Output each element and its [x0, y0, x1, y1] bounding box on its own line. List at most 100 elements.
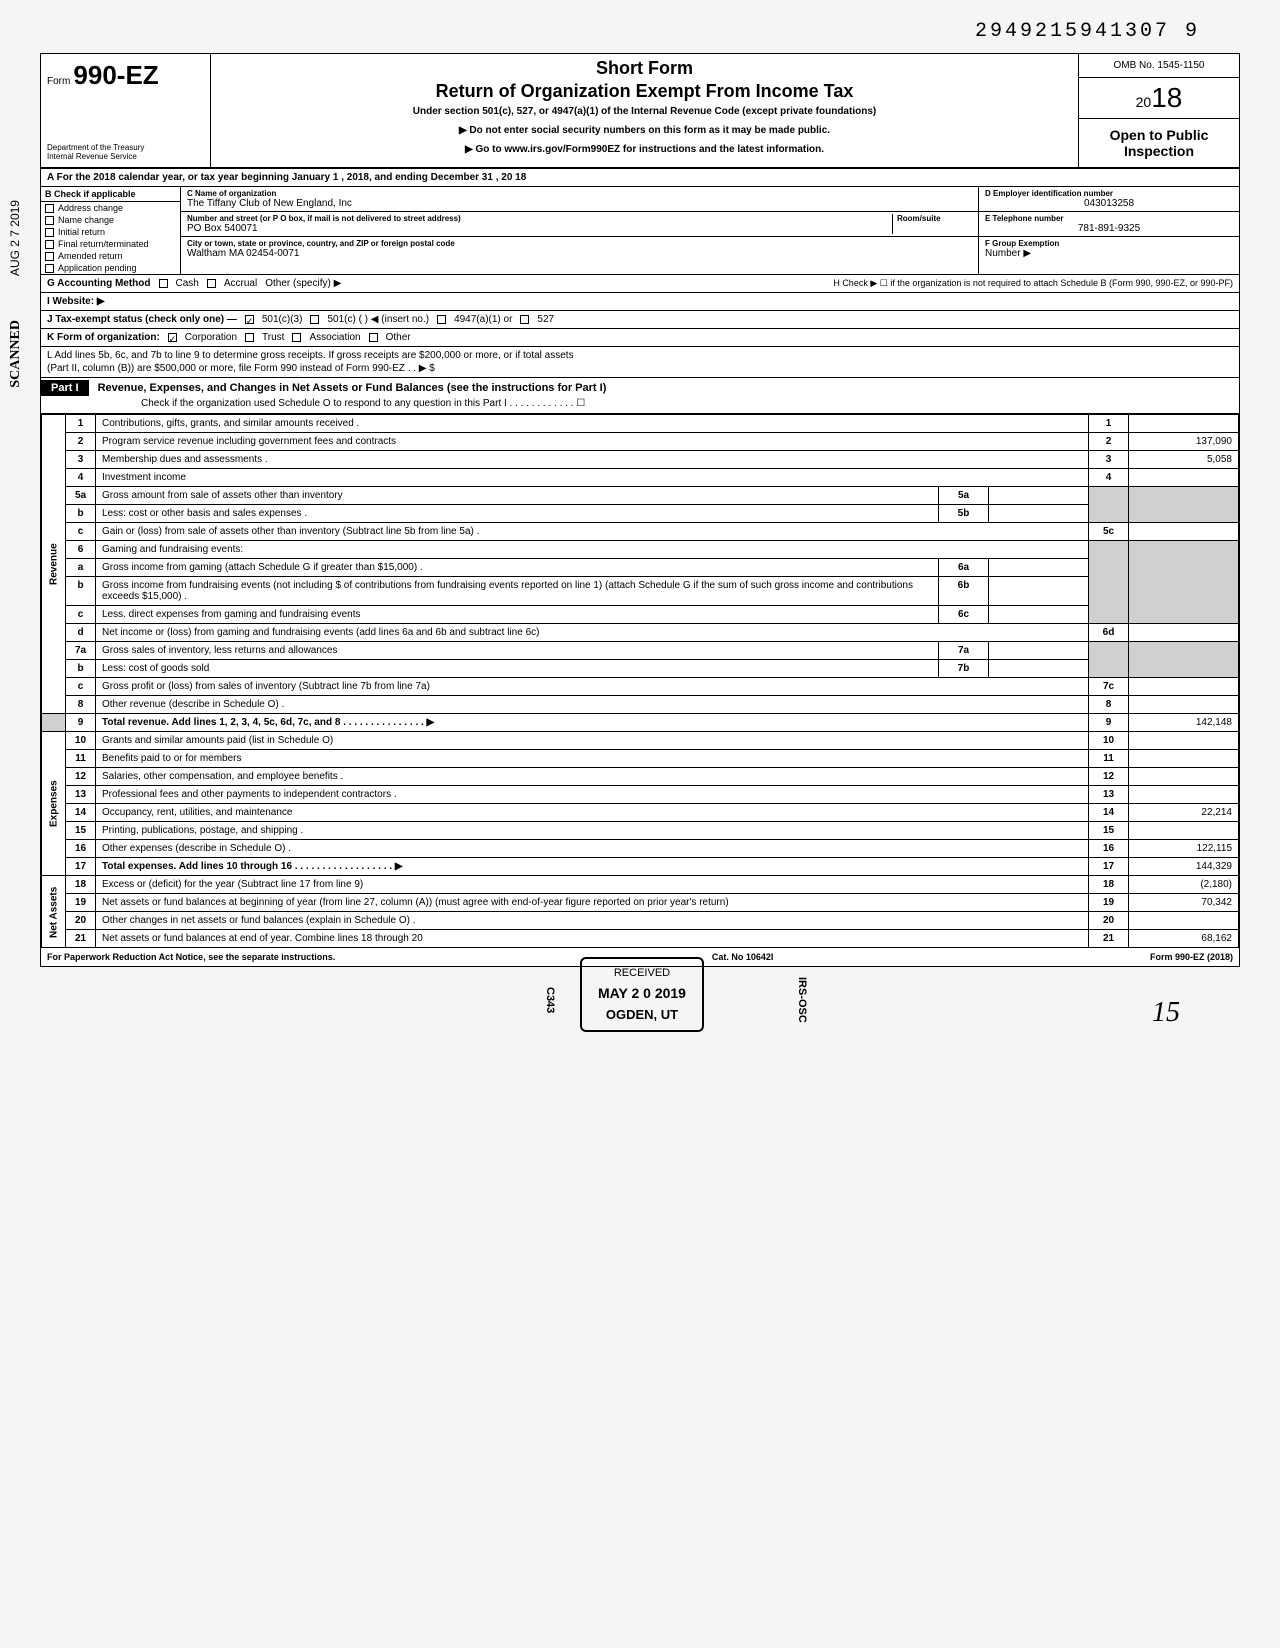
part1-table: Revenue 1 Contributions, gifts, grants, … — [41, 414, 1239, 948]
line-6-desc: Gaming and fundraising events: — [96, 541, 1089, 559]
column-b: B Check if applicable Address change Nam… — [41, 187, 181, 274]
line-19-val: 70,342 — [1129, 894, 1239, 912]
document-id: 2949215941307 9 — [40, 20, 1240, 43]
inner-box-7b: 7b — [939, 660, 989, 678]
room-label: Room/suite — [897, 214, 972, 223]
column-def: D Employer identification number 0430132… — [979, 187, 1239, 274]
line-3-desc: Membership dues and assessments . — [96, 451, 1089, 469]
revenue-side-label: Revenue — [42, 415, 66, 714]
row-l-gross-receipts: L Add lines 5b, 6c, and 7b to line 9 to … — [41, 347, 1239, 378]
check-other[interactable] — [369, 333, 378, 342]
check-label: Final return/terminated — [58, 239, 149, 249]
line-8-val — [1129, 696, 1239, 714]
line-15-val — [1129, 822, 1239, 840]
footer-right: Form 990-EZ (2018) — [1150, 952, 1233, 962]
check-label: Initial return — [58, 227, 105, 237]
ein-value: 043013258 — [985, 198, 1233, 209]
inner-box-6a: 6a — [939, 559, 989, 577]
row-i-website: I Website: ▶ — [41, 293, 1239, 311]
line-2-val: 137,090 — [1129, 433, 1239, 451]
opt-501c: 501(c) ( ) ◀ (insert no.) — [327, 314, 429, 325]
subtitle: Under section 501(c), 527, or 4947(a)(1)… — [221, 106, 1068, 117]
check-501c3[interactable] — [245, 315, 254, 324]
line-4-desc: Investment income — [96, 469, 1089, 487]
g-label: G Accounting Method — [47, 278, 151, 289]
year-suffix: 18 — [1151, 82, 1182, 113]
handwritten-number: 15 — [1152, 997, 1180, 1029]
line-13-desc: Professional fees and other payments to … — [96, 786, 1089, 804]
check-initial-return[interactable]: Initial return — [41, 226, 180, 238]
l-line2: (Part II, column (B)) are $500,000 or mo… — [47, 363, 435, 374]
expenses-side-label: Expenses — [42, 732, 66, 876]
check-label: Amended return — [58, 251, 123, 261]
po-box: PO Box 540071 — [187, 223, 892, 234]
opt-accrual: Accrual — [224, 278, 257, 289]
line-21-desc: Net assets or fund balances at end of ye… — [96, 930, 1089, 948]
dept-irs: Internal Revenue Service — [47, 152, 204, 161]
line-5c-val — [1129, 523, 1239, 541]
check-4947[interactable] — [437, 315, 446, 324]
line-15-desc: Printing, publications, postage, and shi… — [96, 822, 1089, 840]
tax-year: 2018 — [1079, 78, 1239, 119]
check-corporation[interactable] — [168, 333, 177, 342]
check-name-change[interactable]: Name change — [41, 214, 180, 226]
line-1-desc: Contributions, gifts, grants, and simila… — [96, 415, 1089, 433]
form-number: 990-EZ — [73, 60, 158, 90]
e-phone-label: E Telephone number — [985, 214, 1233, 223]
check-accrual[interactable] — [207, 279, 216, 288]
b-header: B Check if applicable — [41, 187, 180, 202]
footer-center: Cat. No 10642I — [712, 952, 774, 962]
instruction-ssn: ▶ Do not enter social security numbers o… — [221, 125, 1068, 136]
open-public: Open to Public Inspection — [1079, 119, 1239, 167]
l-line1: L Add lines 5b, 6c, and 7b to line 9 to … — [47, 350, 574, 361]
line-14-desc: Occupancy, rent, utilities, and maintena… — [96, 804, 1089, 822]
form-prefix: Form — [47, 76, 70, 87]
header-left: Form 990-EZ Department of the Treasury I… — [41, 54, 211, 167]
check-final-return[interactable]: Final return/terminated — [41, 238, 180, 250]
row-g-accounting: G Accounting Method Cash Accrual Other (… — [41, 275, 1239, 293]
netassets-side-label: Net Assets — [42, 876, 66, 948]
check-trust[interactable] — [245, 333, 254, 342]
line-19-desc: Net assets or fund balances at beginning… — [96, 894, 1089, 912]
check-association[interactable] — [292, 333, 301, 342]
part1-label: Part I — [41, 380, 89, 396]
opt-4947: 4947(a)(1) or — [454, 314, 512, 325]
check-amended-return[interactable]: Amended return — [41, 250, 180, 262]
line-16-val: 122,115 — [1129, 840, 1239, 858]
footer-left: For Paperwork Reduction Act Notice, see … — [47, 952, 335, 962]
line-17-val: 144,329 — [1129, 858, 1239, 876]
line-7a-desc: Gross sales of inventory, less returns a… — [96, 642, 939, 660]
check-label: Address change — [58, 203, 123, 213]
check-cash[interactable] — [159, 279, 168, 288]
opt-corp: Corporation — [185, 332, 237, 343]
line-num: 1 — [66, 415, 96, 433]
line-20-desc: Other changes in net assets or fund bala… — [96, 912, 1089, 930]
main-title: Return of Organization Exempt From Incom… — [221, 81, 1068, 102]
dept-treasury: Department of the Treasury — [47, 143, 204, 152]
check-label: Application pending — [58, 263, 137, 273]
received-stamp: RECEIVED MAY 2 0 2019 OGDEN, UT — [580, 957, 704, 1032]
line-14-val: 22,214 — [1129, 804, 1239, 822]
opt-trust: Trust — [262, 332, 284, 343]
short-form-label: Short Form — [221, 58, 1068, 79]
header-right: OMB No. 1545-1150 2018 Open to Public In… — [1079, 54, 1239, 167]
i-label: I Website: ▶ — [47, 296, 105, 307]
header-center: Short Form Return of Organization Exempt… — [211, 54, 1079, 167]
omb-number: OMB No. 1545-1150 — [1079, 54, 1239, 78]
line-7b-desc: Less: cost of goods sold — [96, 660, 939, 678]
line-12-val — [1129, 768, 1239, 786]
line-6d-desc: Net income or (loss) from gaming and fun… — [96, 624, 1089, 642]
line-17-desc: Total expenses. Add lines 10 through 16 … — [96, 858, 1089, 876]
inner-box-6c: 6c — [939, 606, 989, 624]
line-3-val: 5,058 — [1129, 451, 1239, 469]
section-bcdef: B Check if applicable Address change Nam… — [41, 187, 1239, 275]
check-address-change[interactable]: Address change — [41, 202, 180, 214]
check-501c[interactable] — [310, 315, 319, 324]
check-application-pending[interactable]: Application pending — [41, 262, 180, 274]
line-5a-desc: Gross amount from sale of assets other t… — [96, 487, 939, 505]
check-527[interactable] — [520, 315, 529, 324]
line-6a-desc: Gross income from gaming (attach Schedul… — [96, 559, 939, 577]
opt-other: Other (specify) ▶ — [265, 278, 341, 289]
line-6c-desc: Less. direct expenses from gaming and fu… — [96, 606, 939, 624]
h-note: H Check ▶ ☐ if the organization is not r… — [833, 278, 1233, 289]
